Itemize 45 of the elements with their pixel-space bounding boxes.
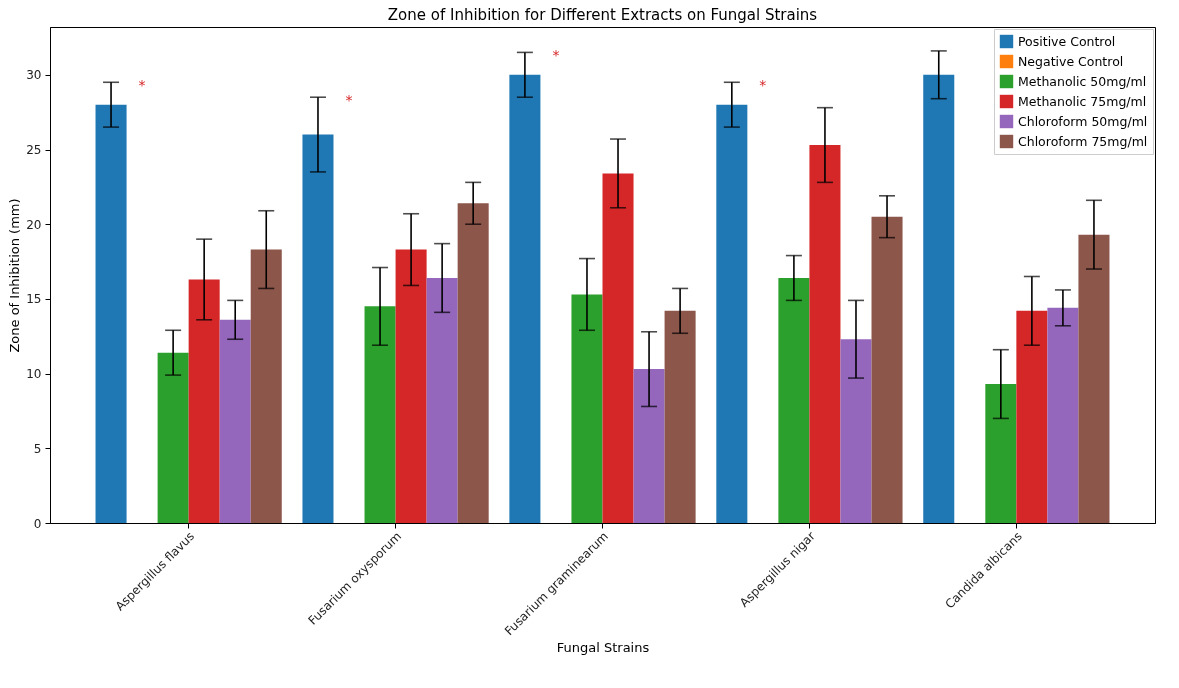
bar (364, 306, 396, 523)
x-axis-title: Fungal Strains (556, 639, 650, 655)
bar (250, 249, 282, 523)
bar (188, 279, 220, 523)
chart-title: Zone of Inhibition for Different Extracts on Fungal Strains (387, 6, 818, 24)
y-tick-label: 5 (33, 441, 42, 456)
legend-label: Chloroform 75mg/ml (1018, 133, 1148, 149)
bar (1016, 310, 1048, 523)
y-tick-label: 10 (26, 367, 42, 382)
bar (985, 384, 1017, 523)
bar (157, 352, 189, 523)
legend-label: Methanolic 50mg/ml (1018, 73, 1147, 89)
bar (664, 310, 696, 523)
bar (426, 277, 458, 523)
bar (871, 216, 903, 523)
bar (840, 339, 872, 523)
y-tick-label: 15 (26, 292, 42, 307)
y-tick-label: 0 (33, 516, 42, 531)
y-tick-label: 30 (26, 68, 42, 83)
annotation: * (138, 77, 146, 94)
bar (778, 277, 810, 523)
bar (509, 74, 541, 523)
bar (95, 104, 127, 523)
bar (602, 173, 634, 523)
legend-label: Methanolic 75mg/ml (1018, 93, 1147, 109)
legend-label: Negative Control (1018, 53, 1124, 69)
bar (716, 104, 748, 523)
annotation: * (552, 47, 560, 64)
bar (302, 134, 334, 523)
bar (633, 369, 665, 523)
bar (923, 74, 955, 523)
y-axis-title: Zone of Inhibition (mm) (7, 198, 23, 353)
legend-label: Positive Control (1018, 33, 1116, 49)
bar (571, 294, 603, 523)
bar (809, 145, 841, 523)
bar (219, 319, 251, 523)
y-tick-label: 20 (26, 217, 42, 232)
legend-label: Chloroform 50mg/ml (1018, 113, 1148, 129)
annotation: * (345, 92, 353, 109)
bar (1047, 307, 1079, 523)
bar (1078, 234, 1110, 523)
bar (457, 203, 489, 523)
bar (395, 249, 427, 523)
annotation: * (759, 77, 767, 94)
y-tick-label: 25 (26, 143, 42, 158)
